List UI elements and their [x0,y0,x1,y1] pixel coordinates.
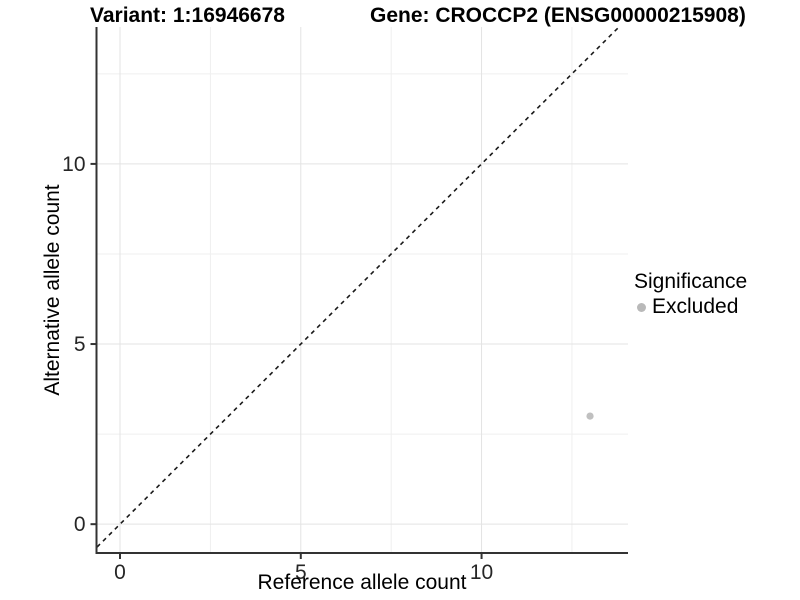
y-tick-label: 5 [74,333,86,356]
y-tick-label: 0 [74,513,86,536]
data-point-excluded [586,412,594,420]
legend-item-label: Excluded [652,295,739,318]
x-tick-label: 0 [114,561,126,584]
excluded-point-swatch-icon [637,302,646,312]
legend-title: Significance [634,270,748,293]
gene-title: Gene: CROCCP2 (ENSG00000215908) [370,4,746,27]
y-axis-title: Alternative allele count [41,184,64,396]
variant-title: Variant: 1:16946678 [90,4,285,27]
legend: Significance Excluded [634,269,747,319]
x-tick-label: 5 [295,561,307,584]
legend-item-excluded: Excluded [637,295,747,319]
identity-line [96,27,621,549]
x-tick-label: 10 [470,561,493,584]
x-axis-title: Reference allele count [257,571,467,594]
y-tick-label: 10 [62,153,85,176]
